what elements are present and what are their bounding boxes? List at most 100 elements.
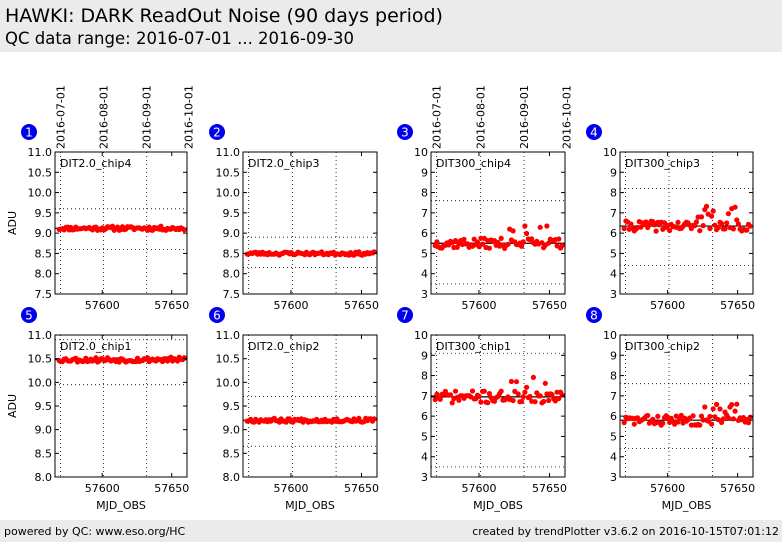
date-tick-label: 2016-07-01 — [431, 85, 444, 149]
y-tick-label: 5 — [610, 430, 617, 443]
panel-badge — [209, 124, 225, 140]
plot-frame — [430, 334, 566, 478]
data-point — [744, 227, 750, 233]
data-point — [532, 399, 538, 405]
panel-label: DIT2.0_chip1 — [60, 340, 131, 353]
data-point — [505, 241, 511, 247]
y-tick-label: 9.5 — [223, 207, 241, 220]
data-point — [707, 225, 713, 232]
data-point — [653, 228, 659, 234]
data-point — [371, 416, 377, 422]
y-tick-label: 8 — [421, 187, 428, 200]
data-point — [519, 243, 525, 249]
data-point — [447, 392, 454, 398]
panel-8: 3 4 5 6 7 8 9 10 57600 57650 DIT300_chip2 8 MJD_OBS — [586, 307, 755, 512]
data-point — [486, 391, 492, 397]
y-tick-label: 8.0 — [35, 268, 53, 281]
data-point — [621, 225, 627, 232]
data-point — [476, 393, 482, 400]
y-tick-label: 9.0 — [35, 424, 53, 437]
data-point — [559, 392, 565, 398]
y-tick-label: 11.0 — [28, 329, 53, 342]
page-title: HAWKI: DARK ReadOut Noise (90 days perio… — [5, 5, 443, 27]
data-point — [469, 388, 476, 394]
date-tick-label: 2016-07-01 — [55, 85, 68, 149]
data-point — [710, 406, 716, 412]
data-point — [722, 226, 728, 232]
y-tick-label: 10 — [414, 146, 428, 159]
data-point — [628, 221, 634, 227]
y-tick-label: 8 — [610, 187, 617, 200]
y-tick-label: 4 — [421, 268, 428, 281]
data-point — [537, 393, 543, 399]
data-point — [730, 226, 737, 232]
data-point — [510, 397, 516, 404]
y-tick-label: 8.5 — [35, 247, 53, 260]
y-tick-label: 9.0 — [223, 227, 241, 240]
y-tick-label: 9.5 — [35, 400, 53, 413]
x-tick-label: 57600 — [273, 482, 308, 495]
y-tick-label: 8.0 — [223, 471, 241, 484]
data-point — [546, 397, 552, 404]
data-point — [631, 421, 637, 427]
x-tick-label: 57650 — [344, 299, 379, 312]
data-point — [480, 241, 486, 247]
x-tick-label: 57600 — [85, 299, 120, 312]
data-point — [549, 392, 555, 398]
footer-created-by: created by trendPlotter v3.6.2 on 2016-1… — [472, 525, 779, 538]
data-point — [698, 413, 705, 419]
x-axis-label: MJD_OBS — [285, 499, 335, 512]
data-point — [732, 408, 738, 414]
data-point — [709, 213, 715, 219]
y-tick-label: 5 — [421, 430, 428, 443]
plot-frame — [430, 151, 566, 295]
x-tick-label: 57650 — [532, 482, 567, 495]
y-tick-label: 11.0 — [216, 146, 241, 159]
data-point — [520, 239, 526, 245]
page-subtitle: QC data range: 2016-07-01 ... 2016-09-30 — [5, 29, 354, 48]
panel-badge-number: 2 — [213, 126, 221, 140]
data-point — [717, 406, 723, 412]
data-point — [556, 236, 562, 242]
y-tick-label: 10.0 — [216, 376, 241, 389]
data-point — [542, 380, 548, 386]
data-point — [456, 397, 462, 403]
plot-frame — [619, 334, 754, 478]
data-point — [745, 420, 752, 426]
data-point — [697, 228, 703, 234]
y-tick-label: 3 — [421, 471, 428, 484]
data-point — [697, 422, 703, 428]
data-point — [747, 223, 753, 229]
data-point — [621, 420, 627, 426]
panel-badge-number: 7 — [401, 309, 409, 323]
y-axis-label: ADU — [6, 211, 19, 235]
data-point — [690, 413, 696, 419]
plot-frame — [619, 151, 754, 295]
plot-frame — [54, 151, 188, 295]
data-point — [181, 355, 187, 361]
y-tick-label: 9.0 — [223, 424, 241, 437]
data-point — [529, 236, 535, 242]
y-tick-label: 4 — [610, 268, 617, 281]
x-tick-label: 57600 — [650, 299, 685, 312]
x-tick-label: 57650 — [154, 299, 189, 312]
panel-badge — [209, 307, 225, 323]
y-tick-label: 7 — [421, 207, 428, 220]
y-tick-label: 8.5 — [35, 447, 53, 460]
y-tick-label: 10.0 — [216, 187, 241, 200]
data-point — [513, 379, 520, 385]
y-tick-label: 5 — [421, 247, 428, 260]
data-point — [527, 393, 533, 400]
panel-label: DIT300_chip4 — [436, 157, 511, 170]
y-tick-label: 6 — [421, 227, 428, 240]
y-tick-label: 9 — [610, 166, 617, 179]
data-point — [519, 398, 525, 405]
data-point — [747, 414, 753, 420]
y-tick-label: 6 — [421, 410, 428, 423]
y-tick-label: 9.0 — [35, 227, 53, 240]
y-tick-label: 8.5 — [223, 447, 241, 460]
data-point — [725, 211, 732, 217]
data-point — [510, 228, 516, 234]
data-point — [452, 388, 459, 394]
y-tick-label: 10 — [603, 329, 617, 342]
